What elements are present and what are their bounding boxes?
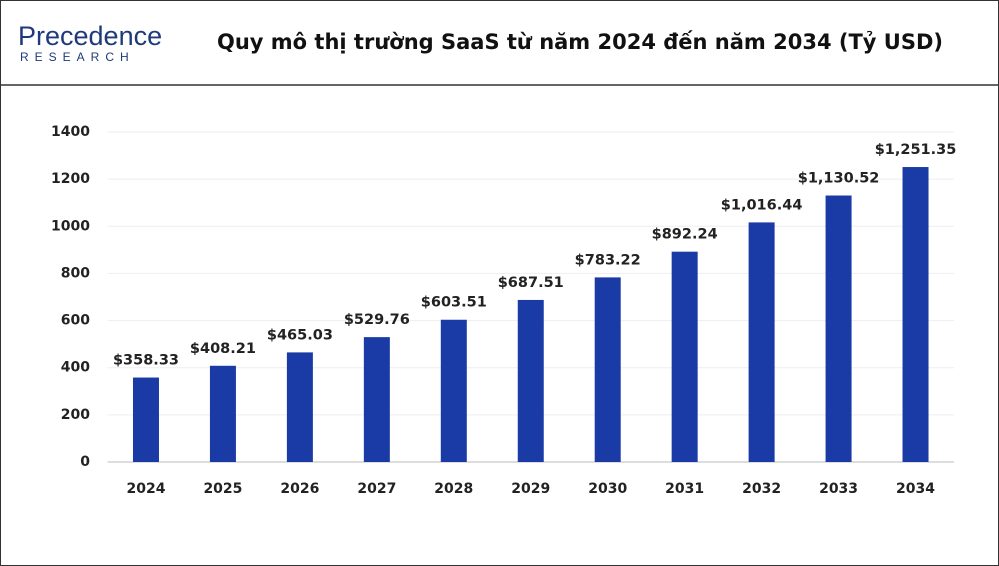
- x-tick-label: 2025: [203, 481, 242, 497]
- y-tick-label: 1400: [51, 124, 90, 140]
- x-tick-label: 2027: [357, 481, 396, 497]
- bar: [132, 377, 159, 462]
- x-tick-label: 2031: [665, 481, 704, 497]
- y-tick-label: 400: [61, 360, 90, 376]
- value-label: $892.24: [652, 227, 718, 243]
- bar: [671, 251, 698, 462]
- x-tick-label: 2032: [742, 481, 781, 497]
- x-tick-label: 2029: [511, 481, 550, 497]
- value-label: $529.76: [344, 312, 410, 328]
- x-tick-label: 2028: [434, 481, 473, 497]
- value-label: $783.22: [575, 252, 641, 268]
- value-label: $408.21: [190, 341, 256, 357]
- chart-title: Quy mô thị trường SaaS từ năm 2024 đến n…: [217, 30, 943, 54]
- y-tick-label: 200: [61, 407, 90, 423]
- value-label: $1,016.44: [721, 197, 803, 213]
- bar: [209, 365, 236, 462]
- bar: [517, 299, 544, 462]
- x-tick-label: 2026: [280, 481, 319, 497]
- bar: [440, 319, 467, 462]
- bar: [594, 277, 621, 462]
- value-label: $358.33: [113, 353, 179, 369]
- x-tick-label: 2034: [896, 481, 935, 497]
- x-tick-label: 2033: [819, 481, 858, 497]
- bar: [286, 352, 313, 462]
- y-tick-label: 0: [80, 454, 90, 470]
- y-tick-label: 1200: [51, 171, 90, 187]
- bar: [825, 195, 852, 463]
- x-tick-label: 2030: [588, 481, 627, 497]
- y-tick-label: 800: [61, 265, 90, 281]
- y-tick-label: 1000: [51, 218, 90, 234]
- value-label: $1,251.35: [875, 142, 957, 158]
- value-label: $1,130.52: [798, 171, 880, 187]
- logo-name: Precedence: [18, 21, 162, 51]
- bar: [363, 337, 390, 462]
- x-tick-label: 2024: [126, 481, 165, 497]
- value-label: $465.03: [267, 327, 333, 343]
- bar: [902, 167, 929, 462]
- y-tick-label: 600: [61, 313, 90, 329]
- logo-sub: RESEARCH: [20, 50, 135, 64]
- value-label: $603.51: [421, 295, 487, 311]
- bar: [748, 222, 775, 462]
- value-label: $687.51: [498, 275, 564, 291]
